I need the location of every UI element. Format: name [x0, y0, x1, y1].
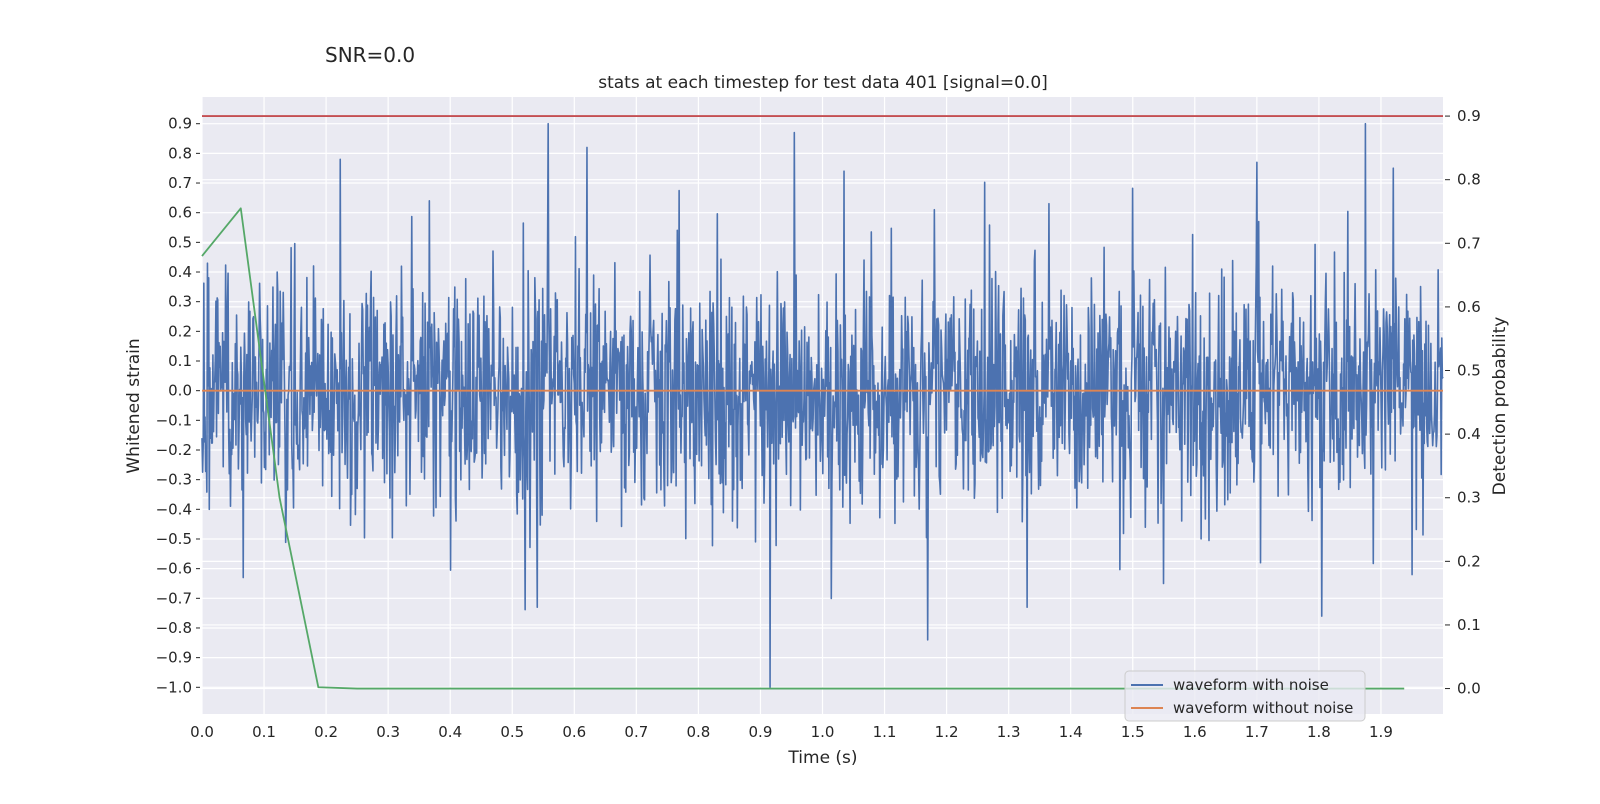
left-y-tick-label: −0.8 [156, 619, 192, 637]
right-y-tick-label: 0.7 [1457, 234, 1481, 252]
x-tick-label: 0.0 [190, 723, 214, 741]
x-tick-label: 1.5 [1121, 723, 1145, 741]
left-y-tick-label: 0.1 [168, 352, 192, 370]
left-y-tick-label: −0.2 [156, 441, 192, 459]
x-axis-label: Time (s) [787, 748, 857, 768]
x-tick-label: 0.9 [749, 723, 773, 741]
right-y-tick-label: 0.9 [1457, 107, 1481, 125]
left-y-tick-label: 0.6 [168, 204, 192, 222]
right-y-tick-label: 0.4 [1457, 425, 1481, 443]
left-y-tick-label: 0.2 [168, 322, 192, 340]
right-y-axis-ticks: 0.9 0.8 0.7 0.6 0.5 0.4 0.3 0.2 0.1 0.0 [1445, 107, 1481, 698]
left-y-tick-label: −0.5 [156, 530, 192, 548]
right-y-axis-label: Detection probability [1490, 317, 1510, 496]
x-tick-label: 1.6 [1183, 723, 1207, 741]
left-y-tick-label: 0.0 [168, 382, 192, 400]
left-y-tick-label: 0.7 [168, 174, 192, 192]
x-tick-label: 1.1 [873, 723, 897, 741]
right-y-tick-label: 0.5 [1457, 362, 1481, 380]
left-y-tick-label: −0.7 [156, 589, 192, 607]
left-y-tick-label: 0.8 [168, 144, 192, 162]
x-axis-ticks: 0.0 0.1 0.2 0.3 0.4 0.5 0.6 0.7 0.8 0.9 1.0 1.1 1.2 1… [190, 723, 1393, 741]
right-y-tick-label: 0.3 [1457, 489, 1481, 507]
chart-title: stats at each timestep for test data 401… [598, 73, 1048, 93]
legend-box [1124, 670, 1366, 722]
series-line-detection-probability [201, 207, 1405, 690]
legend: waveform with noise waveform without noi… [1124, 670, 1366, 722]
x-tick-label: 1.8 [1307, 723, 1331, 741]
left-y-tick-label: 0.5 [168, 233, 192, 251]
left-y-tick-label: 0.4 [168, 263, 192, 281]
left-y-tick-label: 0.3 [168, 293, 192, 311]
x-tick-label: 1.3 [997, 723, 1021, 741]
x-tick-label: 0.2 [314, 723, 338, 741]
series-layer [201, 115, 1444, 690]
left-y-tick-label: −0.4 [156, 500, 192, 518]
left-y-tick-label: −0.1 [156, 411, 192, 429]
right-y-tick-label: 0.6 [1457, 298, 1481, 316]
left-y-tick-label: 0.9 [168, 115, 192, 133]
right-y-tick-label: 0.2 [1457, 552, 1481, 570]
left-y-tick-label: −0.6 [156, 560, 192, 578]
left-y-tick-label: −0.9 [156, 649, 192, 667]
left-y-tick-label: −1.0 [156, 678, 192, 696]
x-tick-label: 0.4 [438, 723, 462, 741]
x-tick-label: 0.6 [562, 723, 586, 741]
x-tick-label: 1.7 [1245, 723, 1269, 741]
x-tick-label: 1.4 [1059, 723, 1083, 741]
x-tick-label: 0.1 [252, 723, 276, 741]
x-tick-label: 0.3 [376, 723, 400, 741]
x-tick-label: 1.2 [935, 723, 959, 741]
x-tick-label: 0.8 [686, 723, 710, 741]
series-line-waveform-with-noise [201, 122, 1444, 689]
right-y-tick-label: 0.8 [1457, 171, 1481, 189]
right-y-tick-label: 0.1 [1457, 616, 1481, 634]
left-y-axis-ticks: 0.9 0.8 0.7 0.6 0.5 0.4 0.3 0.2 0.1 0.0 −0.1 −0.2 −0… [156, 115, 200, 696]
left-y-tick-label: −0.3 [156, 471, 192, 489]
x-tick-label: 1.9 [1369, 723, 1393, 741]
right-y-tick-label: 0.0 [1457, 680, 1481, 698]
legend-label-waveform-with-noise: waveform with noise [1173, 676, 1329, 694]
x-tick-label: 1.0 [811, 723, 835, 741]
x-tick-label: 0.5 [500, 723, 524, 741]
figure-suptitle: SNR=0.0 [325, 43, 415, 67]
x-tick-label: 0.7 [624, 723, 648, 741]
left-y-axis-label: Whitened strain [124, 338, 144, 473]
legend-label-waveform-without-noise: waveform without noise [1173, 699, 1353, 717]
